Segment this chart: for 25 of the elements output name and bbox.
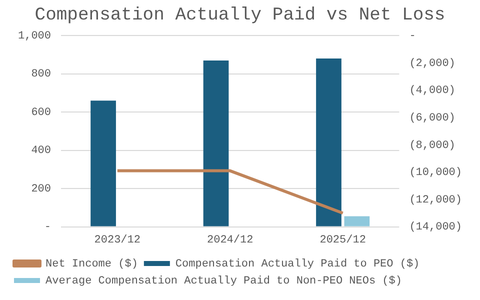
y2-tick-label: (10,000) (409, 167, 462, 180)
bar (90, 100, 116, 226)
y2-tick-label: (14,000) (409, 222, 462, 234)
y2-tick-label: (8,000) (409, 140, 456, 152)
y2-tick-label: (2,000) (409, 58, 456, 70)
bar (203, 60, 229, 226)
y2-tick-label: - (409, 30, 416, 43)
legend-label: Compensation Actually Paid to PEO ($) (175, 258, 420, 270)
legend-label: Average Compensation Actually Paid to Non-PEO NEOs ($) (46, 275, 402, 288)
y-tick-label: 200 (31, 183, 52, 196)
bar (316, 58, 342, 226)
y-tick-label: 600 (31, 106, 52, 119)
x-tick-label: 2025/12 (320, 234, 366, 246)
legend-label: Net Income ($) (46, 258, 138, 270)
y-tick-label: 400 (31, 145, 52, 158)
y2-tick-label: (6,000) (409, 112, 456, 124)
y2-tick-label: (12,000) (409, 194, 462, 206)
y-tick-label: 1,000 (18, 30, 52, 43)
y-tick-label: 800 (31, 68, 52, 81)
x-tick-label: 2023/12 (94, 234, 140, 246)
y-tick-label: - (44, 222, 52, 234)
y2-tick-label: (4,000) (409, 85, 456, 98)
x-tick-label: 2024/12 (206, 234, 254, 246)
bar (344, 216, 370, 226)
chart-title: Compensation Actually Paid vs Net Loss (34, 6, 446, 26)
